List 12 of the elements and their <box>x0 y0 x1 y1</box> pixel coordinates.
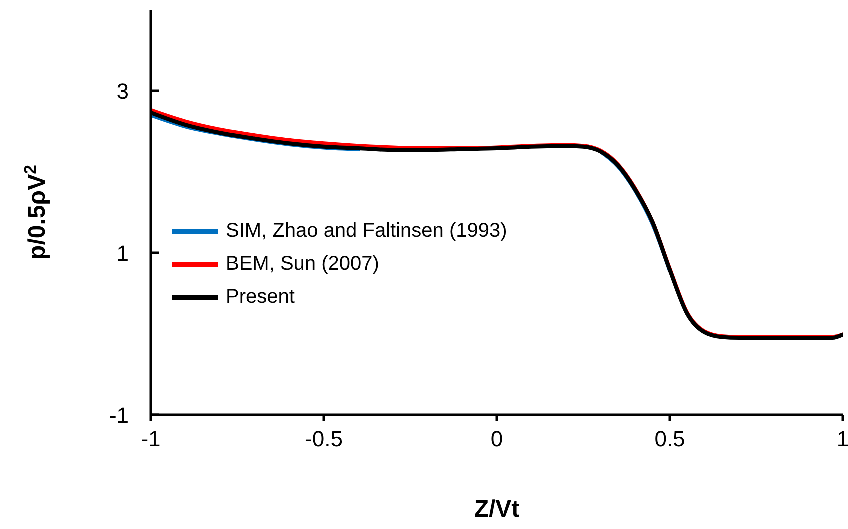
y-tick-label: 3 <box>116 78 129 104</box>
y-tick-label: 1 <box>116 240 129 266</box>
x-tick-label: 1 <box>836 426 848 452</box>
x-tick-label: 0.5 <box>654 426 686 452</box>
x-axis-title: Z/Vt <box>474 496 520 523</box>
x-tick-label: 0 <box>490 426 504 452</box>
legend-label: SIM, Zhao and Faltinsen (1993) <box>226 220 508 243</box>
x-tick-label: -0.5 <box>305 426 343 452</box>
x-tick-label: -1 <box>141 426 161 452</box>
legend-label: Present <box>226 286 295 309</box>
y-tick-label: -1 <box>109 402 129 428</box>
legend-label: BEM, Sun (2007) <box>226 253 380 276</box>
